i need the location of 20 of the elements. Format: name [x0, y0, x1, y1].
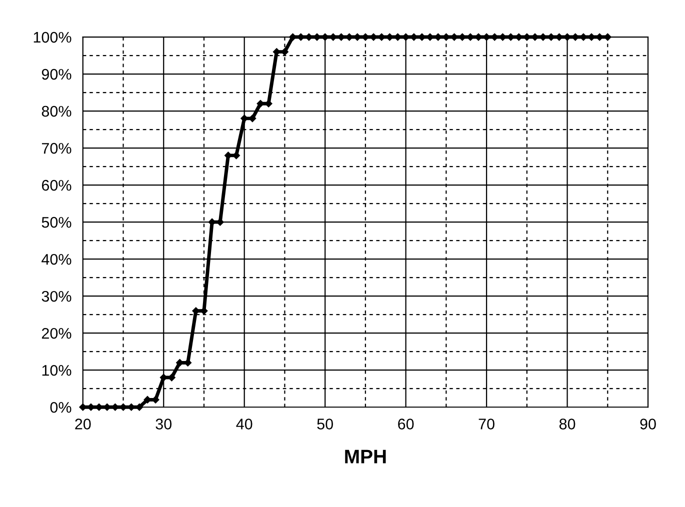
x-tick-label: 30 — [156, 418, 172, 430]
x-tick-label: 90 — [640, 418, 656, 430]
y-tick-label: 20% — [42, 328, 72, 339]
y-tick-label: 90% — [42, 68, 72, 80]
y-tick-label: 30% — [42, 290, 72, 302]
x-tick-label: 40 — [236, 418, 252, 430]
y-tick-label: 100% — [34, 32, 72, 43]
y-tick-label: 10% — [42, 364, 72, 376]
y-tick-label: 40% — [42, 254, 72, 265]
x-axis-title: MPH — [345, 450, 386, 464]
x-tick-label: 50 — [317, 418, 333, 430]
y-tick-label: 70% — [42, 142, 72, 154]
y-tick-label: 60% — [42, 180, 72, 191]
x-tick-label: 20 — [75, 418, 91, 430]
x-tick-label: 80 — [559, 418, 576, 430]
y-tick-label: 0% — [50, 402, 72, 413]
x-tick-label: 70 — [478, 418, 494, 430]
y-tick-label: 80% — [42, 106, 72, 117]
y-tick-label: 50% — [42, 216, 72, 228]
x-tick-label: 60 — [398, 418, 414, 430]
